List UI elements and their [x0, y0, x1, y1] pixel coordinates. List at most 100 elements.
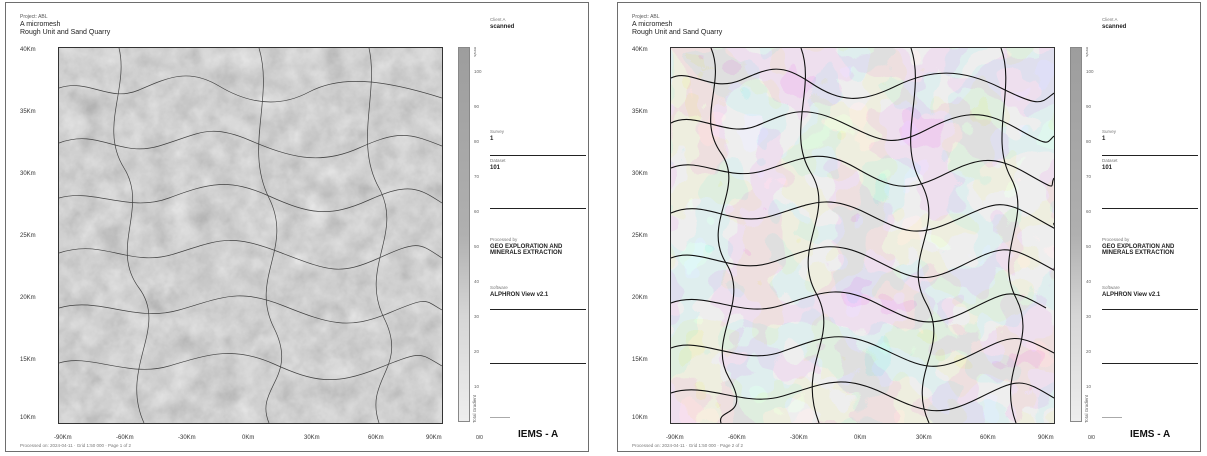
scale-tick: 20	[1086, 349, 1092, 354]
company-value: GEO EXPLORATION AND MINERALS EXTRACTION	[1102, 244, 1175, 256]
project-subtitle: Rough Unit and Sand Quarry	[20, 29, 111, 36]
scale-tick: 40	[474, 279, 480, 284]
x-tick-label: 0Km	[854, 435, 867, 441]
client-block: Client A scanned	[490, 17, 584, 30]
divider	[490, 155, 586, 156]
scale-tick: 100	[474, 69, 482, 74]
dataset-value: 101	[490, 165, 501, 171]
scale-tick: 50	[1086, 244, 1092, 249]
color-scale-bar	[1070, 47, 1082, 422]
y-tick-label: 30Km	[20, 171, 36, 177]
x-tick-label: -30Km	[178, 435, 196, 441]
dataset-block: Dataset 101	[1102, 158, 1196, 171]
x-tick-label: 90Km	[426, 435, 442, 441]
divider	[1102, 417, 1122, 418]
x-tick-label: 90Km	[1038, 435, 1054, 441]
scale-tick: 80	[474, 139, 480, 144]
scale-tick: 20	[474, 349, 480, 354]
x-tick-label: 60Km	[368, 435, 384, 441]
brand-logo: IEMS - A	[1130, 429, 1171, 440]
project-subtitle: Rough Unit and Sand Quarry	[632, 29, 723, 36]
y-tick-label: 10Km	[632, 415, 648, 421]
scale-tick: 50	[474, 244, 480, 249]
y-tick-label: 20Km	[20, 295, 36, 301]
scale-min-label: 0/0	[1088, 435, 1095, 441]
x-tick-label: -30Km	[790, 435, 808, 441]
survey-map-contour[interactable]	[670, 47, 1055, 424]
divider	[1102, 208, 1198, 209]
y-tick-label: 35Km	[632, 109, 648, 115]
scale-unit: mm/s	[1085, 47, 1090, 57]
company-block: Processed by GEO EXPLORATION AND MINERAL…	[490, 237, 584, 256]
scale-tick: 40	[1086, 279, 1092, 284]
company-block: Processed by GEO EXPLORATION AND MINERAL…	[1102, 237, 1196, 256]
scale-title: Total Gradient	[472, 395, 477, 424]
x-tick-label: 60Km	[980, 435, 996, 441]
scale-tick: 100	[1086, 69, 1094, 74]
software-block: Software ALPHRON View v2.1	[490, 285, 584, 298]
client-value: scanned	[490, 24, 515, 30]
dataset-label: Dataset	[1102, 158, 1118, 163]
survey-block: Survey 1	[1102, 129, 1196, 142]
project-label: Project: ABL	[632, 14, 660, 20]
client-label: Client A	[1102, 17, 1118, 22]
project-label: Project: ABL	[20, 14, 48, 20]
y-tick-label: 15Km	[20, 357, 36, 363]
color-scale-bar	[458, 47, 470, 422]
sheet-footer: Processed on: 2024-04-11 · Grid 1:50 000…	[632, 443, 743, 448]
scale-tick: 80	[1086, 139, 1092, 144]
dataset-block: Dataset 101	[490, 158, 584, 171]
divider	[1102, 309, 1198, 310]
survey-block: Survey 1	[490, 129, 584, 142]
survey-map-shaded[interactable]	[58, 47, 443, 424]
software-block: Software ALPHRON View v2.1	[1102, 285, 1196, 298]
map-sheet-right: Project: ABL A micromesh Rough Unit and …	[617, 2, 1201, 452]
y-tick-label: 40Km	[632, 47, 648, 53]
sheet-header: Project: ABL A micromesh Rough Unit and …	[632, 13, 722, 37]
survey-value: 1	[490, 136, 494, 142]
scale-tick: 30	[474, 314, 480, 319]
scale-title: Total Gradient	[1084, 395, 1089, 424]
software-value: ALPHRON View v2.1	[1102, 292, 1161, 298]
y-tick-label: 35Km	[20, 109, 36, 115]
scale-tick: 70	[1086, 174, 1092, 179]
client-label: Client A	[490, 17, 506, 22]
scale-tick: 10	[1086, 384, 1092, 389]
x-tick-label: -90Km	[54, 435, 72, 441]
scale-unit: mm/s	[473, 47, 478, 57]
y-tick-label: 30Km	[632, 171, 648, 177]
divider	[490, 309, 586, 310]
divider	[1102, 155, 1198, 156]
y-tick-label: 25Km	[20, 233, 36, 239]
dataset-value: 101	[1102, 165, 1113, 171]
scale-tick: 90	[1086, 104, 1092, 109]
survey-value: 1	[1102, 136, 1106, 142]
company-label: Processed by	[1102, 237, 1130, 242]
brand-logo: IEMS - A	[518, 429, 559, 440]
y-tick-label: 25Km	[632, 233, 648, 239]
scale-tick: 70	[474, 174, 480, 179]
software-value: ALPHRON View v2.1	[490, 292, 549, 298]
scale-tick: 30	[1086, 314, 1092, 319]
divider	[490, 417, 510, 418]
scale-tick: 10	[474, 384, 480, 389]
divider	[490, 363, 586, 364]
x-tick-label: -60Km	[116, 435, 134, 441]
y-tick-label: 15Km	[632, 357, 648, 363]
divider	[1102, 363, 1198, 364]
x-tick-label: 30Km	[304, 435, 320, 441]
software-label: Software	[490, 285, 508, 290]
map-sheet-left: Project: ABL A micromesh Rough Unit and …	[5, 2, 589, 452]
x-tick-label: -90Km	[666, 435, 684, 441]
scale-min-label: 0/0	[476, 435, 483, 441]
client-block: Client A scanned	[1102, 17, 1196, 30]
x-tick-label: 0Km	[242, 435, 255, 441]
project-title: A micromesh	[20, 21, 61, 28]
company-label: Processed by	[490, 237, 518, 242]
scale-tick: 60	[474, 209, 480, 214]
y-tick-label: 10Km	[20, 415, 36, 421]
company-value: GEO EXPLORATION AND MINERALS EXTRACTION	[490, 244, 563, 256]
sheet-header: Project: ABL A micromesh Rough Unit and …	[20, 13, 110, 37]
dataset-label: Dataset	[490, 158, 506, 163]
sheet-footer: Processed on: 2024-04-11 · Grid 1:50 000…	[20, 443, 131, 448]
